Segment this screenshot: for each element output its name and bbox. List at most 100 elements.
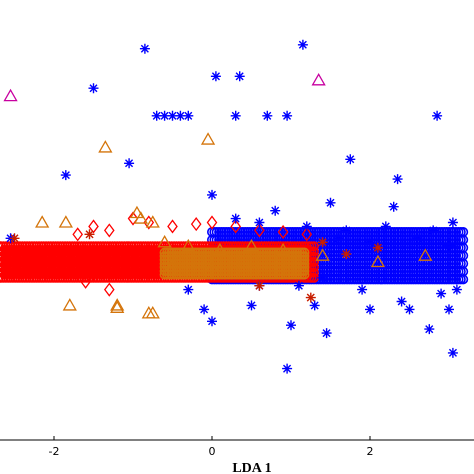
star-point [345, 154, 356, 165]
triangle-point [200, 132, 216, 145]
star-point [297, 39, 308, 50]
band-point [299, 269, 310, 280]
star-point [230, 213, 241, 224]
star-point [372, 242, 383, 253]
x-tick-label: 2 [367, 445, 374, 458]
star-point [447, 217, 458, 228]
star-point [341, 249, 352, 260]
band-point [0, 267, 4, 278]
dense-point-bands [0, 227, 469, 285]
star-point [317, 272, 328, 283]
star-point [428, 225, 439, 236]
triangle-point [418, 248, 433, 261]
diamond-point [254, 223, 265, 238]
star-point [317, 237, 328, 248]
band-point [0, 272, 4, 283]
band-point [308, 246, 319, 257]
star-point [357, 284, 368, 295]
band-point [308, 256, 319, 267]
star-point [207, 316, 217, 327]
star-point [207, 189, 217, 200]
star-point [60, 170, 71, 181]
star-point [9, 233, 20, 244]
star-point [262, 110, 273, 121]
star-point [124, 158, 135, 169]
star-point [159, 110, 170, 121]
triangle-point [311, 72, 326, 86]
star-point [230, 110, 241, 121]
star-point [392, 174, 403, 185]
star-point [444, 241, 454, 252]
band-point [299, 247, 310, 258]
star-point [183, 284, 194, 295]
band-2 [159, 247, 310, 280]
star-point [404, 304, 415, 315]
series-3 [5, 39, 462, 374]
star-point [365, 304, 375, 315]
diamond-point [206, 215, 218, 230]
diamond-point [190, 216, 202, 232]
diamond-point [88, 266, 99, 281]
triangle-point [145, 306, 160, 319]
x-tick-label: 0 [209, 445, 216, 458]
triangle-point [315, 248, 330, 261]
triangle-point [129, 205, 145, 219]
star-point [246, 300, 257, 311]
band-point [299, 254, 310, 265]
star-point [254, 280, 265, 291]
star-point [301, 221, 312, 232]
star-point [270, 205, 281, 216]
band-point [299, 265, 310, 276]
diamond-point [103, 282, 115, 297]
star-point [325, 197, 336, 208]
series-2 [3, 72, 326, 102]
diamond-point [230, 219, 242, 234]
band-point [308, 241, 319, 252]
series-1 [35, 132, 433, 319]
diamond-point [80, 274, 91, 289]
band-point [0, 257, 4, 267]
star-point [436, 288, 447, 299]
star-point [444, 304, 454, 315]
band-point [0, 251, 4, 262]
band-point [299, 258, 310, 269]
star-point [175, 110, 186, 121]
triangle-point [165, 258, 180, 272]
star-point [282, 110, 293, 121]
x-tick-label: -2 [49, 445, 60, 458]
star-point [365, 237, 375, 248]
star-point [451, 284, 462, 295]
triangle-point [275, 242, 291, 256]
star-point [333, 233, 344, 244]
diamond-point [277, 224, 289, 240]
triangle-point [98, 140, 113, 153]
triangle-point [62, 298, 77, 311]
star-point [293, 280, 304, 291]
series-4 [9, 229, 383, 303]
star-point [388, 201, 399, 212]
triangle-point [181, 238, 196, 252]
triangle-point [244, 238, 259, 252]
series-0 [72, 211, 313, 297]
star-point [380, 221, 391, 232]
band-point [308, 262, 319, 273]
star-point [84, 229, 95, 240]
star-point [305, 292, 316, 303]
star-point [286, 320, 296, 331]
star-point [167, 110, 178, 121]
star-point [88, 83, 99, 94]
star-point [139, 43, 150, 54]
star-point [282, 363, 293, 374]
star-point [210, 71, 221, 82]
star-point [309, 300, 320, 311]
star-point [396, 296, 407, 307]
triangle-point [157, 234, 172, 248]
star-point [151, 110, 162, 121]
band-point [299, 251, 310, 262]
triangle-point [58, 215, 73, 228]
triangle-point [3, 88, 18, 102]
triangle-point [145, 215, 160, 228]
triangle-point [133, 211, 149, 224]
triangle-point [212, 242, 228, 256]
